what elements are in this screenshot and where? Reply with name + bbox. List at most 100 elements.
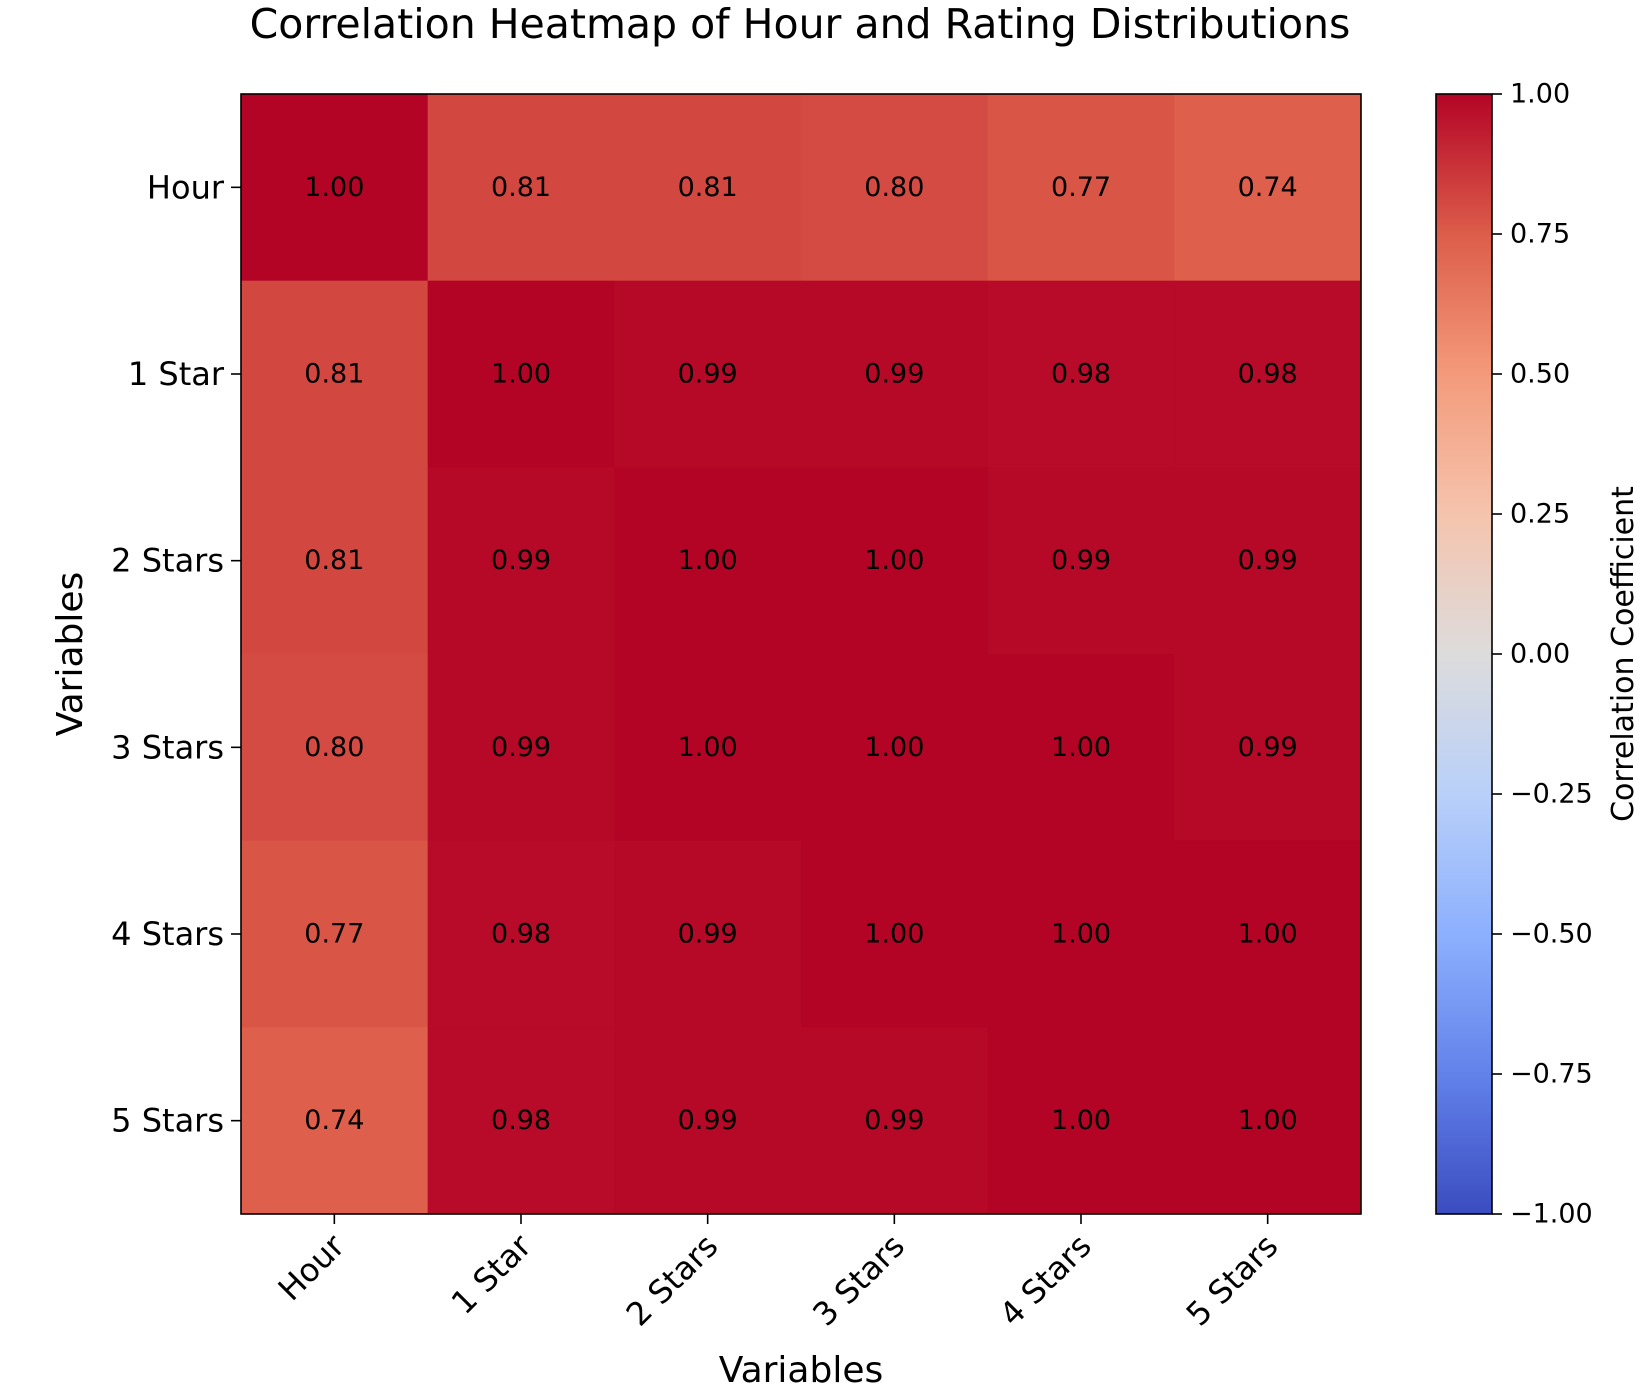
cell-value-label: 0.99 <box>491 732 551 763</box>
x-tick-label: 4 Stars <box>992 1227 1099 1334</box>
heatmap-cell <box>987 840 1175 1028</box>
x-tick-label: Hour <box>271 1226 353 1308</box>
colorbar-tick-label: 0.25 <box>1510 499 1570 530</box>
cell-value-label: 0.99 <box>491 545 551 576</box>
heatmap-cell <box>614 1027 802 1215</box>
heatmap-cell <box>427 1027 615 1215</box>
colorbar-tick-label: 0.00 <box>1510 639 1570 670</box>
cell-value-label: 1.00 <box>491 359 551 390</box>
heatmap-cell <box>614 654 802 842</box>
y-tick-label: 1 Star <box>128 355 225 393</box>
plot-frame <box>240 93 1362 1215</box>
cell-value-label: 0.81 <box>491 172 551 203</box>
cell-value-label: 0.99 <box>1238 545 1298 576</box>
cell-value-label: 0.99 <box>864 359 924 390</box>
chart-title: Correlation Heatmap of Hour and Rating D… <box>250 0 1351 48</box>
cell-value-label: 1.00 <box>1238 919 1298 950</box>
cell-value-label: 0.98 <box>491 919 551 950</box>
heatmap-cell <box>427 467 615 655</box>
colorbar-label: Correlation Coefficient <box>1606 486 1641 822</box>
cell-value-label: 0.98 <box>491 1105 551 1136</box>
heatmap-cell <box>427 840 615 1028</box>
heatmap-cell <box>1174 467 1362 655</box>
cell-value-label: 0.80 <box>304 732 364 763</box>
cell-value-label: 0.81 <box>304 359 364 390</box>
heatmap-cell <box>241 94 429 282</box>
heatmap-cell <box>987 467 1175 655</box>
heatmap-cell <box>1174 280 1362 468</box>
cell-value-label: 1.00 <box>678 732 738 763</box>
heatmap-cell <box>614 94 802 282</box>
heatmap-cell <box>241 467 429 655</box>
cell-value-label: 0.99 <box>864 1105 924 1136</box>
colorbar-tick-label: 1.00 <box>1510 79 1570 110</box>
cell-value-label: 0.99 <box>678 359 738 390</box>
heatmap-cell <box>801 1027 989 1215</box>
cell-value-label: 0.98 <box>1238 359 1298 390</box>
cell-value-label: 0.98 <box>1051 359 1111 390</box>
y-tick-label: Hour <box>147 168 225 206</box>
colorbar-tick-label: 0.50 <box>1510 359 1570 390</box>
heatmap-cell <box>427 94 615 282</box>
heatmap-cell <box>614 467 802 655</box>
heatmap-cell <box>987 654 1175 842</box>
y-tick-label: 4 Stars <box>111 915 224 953</box>
heatmap-cell <box>427 280 615 468</box>
cell-value-label: 1.00 <box>864 732 924 763</box>
y-axis-ticks: Hour 1 Star 2 Stars 3 Stars 4 Stars 5 Stars <box>111 168 241 1140</box>
colorbar-tick-label: 0.75 <box>1510 219 1570 250</box>
y-tick-label: 3 Stars <box>111 728 224 766</box>
heatmap-cell <box>987 280 1175 468</box>
x-tick-label: 2 Stars <box>619 1227 726 1334</box>
cell-value-label: 0.99 <box>1238 732 1298 763</box>
cell-value-label: 1.00 <box>1051 919 1111 950</box>
y-axis-label: Variables <box>50 572 91 737</box>
heatmap-cell <box>987 1027 1175 1215</box>
cell-value-label: 0.74 <box>1238 172 1298 203</box>
heatmap-cell <box>241 840 429 1028</box>
cell-value-label: 1.00 <box>1051 732 1111 763</box>
y-tick-label: 2 Stars <box>111 542 224 580</box>
heatmap-cell <box>241 280 429 468</box>
colorbar-tick-label: −0.75 <box>1510 1059 1593 1090</box>
y-tick-label: 5 Stars <box>111 1102 224 1140</box>
colorbar-ticks: 1.00 0.75 0.50 0.25 0.00 −0.25 −0.50 −0.75 −1.00 <box>1492 79 1593 1230</box>
heatmap-cell <box>801 840 989 1028</box>
colorbar <box>1435 93 1493 1215</box>
colorbar-tick-label: −0.25 <box>1510 779 1593 810</box>
cell-value-label: 0.81 <box>304 545 364 576</box>
heatmap-cell <box>801 654 989 842</box>
heatmap-cells <box>241 94 1362 1215</box>
heatmap-cell-labels: 1.00 0.81 0.81 0.80 0.77 0.74 0.81 1.00 0.99 0.99… <box>304 172 1297 1136</box>
cell-value-label: 0.99 <box>1051 545 1111 576</box>
x-tick-label: 3 Stars <box>805 1227 912 1334</box>
cell-value-label: 0.99 <box>678 919 738 950</box>
heatmap-cell <box>1174 840 1362 1028</box>
cell-value-label: 0.81 <box>678 172 738 203</box>
heatmap-cell <box>614 840 802 1028</box>
cell-value-label: 1.00 <box>864 545 924 576</box>
cell-value-label: 1.00 <box>304 172 364 203</box>
heatmap-cell <box>801 280 989 468</box>
cell-value-label: 0.77 <box>304 919 364 950</box>
cell-value-label: 1.00 <box>864 919 924 950</box>
cell-value-label: 0.80 <box>864 172 924 203</box>
colorbar-tick-label: −1.00 <box>1510 1199 1593 1230</box>
x-tick-label: 5 Stars <box>1179 1227 1286 1334</box>
heatmap-cell <box>614 280 802 468</box>
heatmap-cell <box>427 654 615 842</box>
cell-value-label: 1.00 <box>678 545 738 576</box>
cell-value-label: 1.00 <box>1051 1105 1111 1136</box>
heatmap-cell <box>241 1027 429 1215</box>
colorbar-tick-label: −0.50 <box>1510 919 1593 950</box>
x-tick-label: 1 Star <box>444 1226 539 1321</box>
cell-value-label: 1.00 <box>1238 1105 1298 1136</box>
heatmap-cell <box>1174 654 1362 842</box>
cell-value-label: 0.77 <box>1051 172 1111 203</box>
cell-value-label: 0.74 <box>304 1105 364 1136</box>
x-axis-ticks: Hour 1 Star 2 Stars 3 Stars 4 Stars 5 Stars <box>271 1214 1286 1334</box>
cell-value-label: 0.99 <box>678 1105 738 1136</box>
heatmap-cell <box>987 94 1175 282</box>
heatmap-cell <box>801 94 989 282</box>
